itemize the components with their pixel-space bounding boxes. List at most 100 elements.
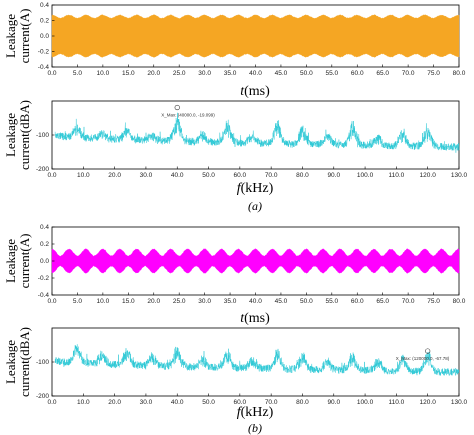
y-tick-label: -100 <box>36 359 49 366</box>
x-tick-label: 80.0 <box>453 298 466 305</box>
x-tick-label: 30.0 <box>198 298 211 305</box>
x-tick-label: 70.0 <box>402 70 415 77</box>
spectrum-line-a <box>54 112 460 153</box>
x-tick-label: 15.0 <box>122 298 135 305</box>
x-tick-label: 100.0 <box>357 172 374 179</box>
x-tick-label: 20.0 <box>147 298 160 305</box>
x-tick-label: 40.0 <box>249 70 262 77</box>
x-tick-label: 100.0 <box>357 399 374 406</box>
x-tick-label: 20.0 <box>147 70 160 77</box>
x-tick-label: 75.0 <box>427 298 440 305</box>
x-tick-label: 130.0 <box>451 172 468 179</box>
x-tick-label: 0.0 <box>47 172 56 179</box>
x-tick-label: 50.0 <box>202 399 215 406</box>
ylabel-line1: Leakage <box>3 340 18 384</box>
x-tick-label: 120.0 <box>420 172 437 179</box>
annotation-label: X_Max: (120000.0, -67.78) <box>396 356 450 361</box>
y-tick-label: 0.0 <box>40 258 49 265</box>
ylabel-line2: current(A) <box>17 234 32 289</box>
y-tick-label: -200 <box>36 166 49 173</box>
x-tick-label: 65.0 <box>376 298 389 305</box>
chart-a-spectrum: 0.0 10.0 20.0 30.0 40.0 50.0 60.0 70.0 80.0 90.0 1… <box>3 100 468 196</box>
x-tick-label: 70.0 <box>402 298 415 305</box>
x-tick-label: 35.0 <box>224 298 237 305</box>
ylabel-line2: current(dBA) <box>17 327 32 397</box>
ylabel-line1: Leakage <box>3 14 18 58</box>
x-tick-label: 40.0 <box>171 399 184 406</box>
x-tick-label: 80.0 <box>296 172 309 179</box>
y-tick-label: 0.2 <box>40 18 49 25</box>
x-tick-label: 90.0 <box>327 172 340 179</box>
x-tick-label: 20.0 <box>108 172 121 179</box>
time-waveform-b <box>51 248 460 274</box>
caption-b: (b) <box>248 421 262 435</box>
annotation-dot <box>174 104 180 111</box>
x-tick-label: 80.0 <box>453 70 466 77</box>
y-tick-label: -100 <box>36 132 49 139</box>
x-tick-label: 0.0 <box>47 399 56 406</box>
x-tick-label: 60.0 <box>234 399 247 406</box>
x-tick-label: 30.0 <box>140 399 153 406</box>
xlabel: t(ms) <box>240 84 270 99</box>
x-tick-label: 70.0 <box>265 172 278 179</box>
tick-labels: 0.0 10.0 20.0 30.0 40.0 50.0 60.0 70.0 80.0 90.0 1… <box>36 132 468 179</box>
x-tick-label: 75.0 <box>427 70 440 77</box>
y-tick-label: -0.4 <box>38 64 50 71</box>
x-tick-label: 110.0 <box>388 399 404 406</box>
y-tick-label: -0.4 <box>38 292 50 299</box>
x-tick-label: 110.0 <box>388 172 404 179</box>
y-tick-label: 0.0 <box>40 33 49 40</box>
x-tick-label: 55.0 <box>325 70 338 77</box>
ylabel-line1: Leakage <box>3 113 18 157</box>
x-tick-label: 25.0 <box>173 298 186 305</box>
x-tick-label: 65.0 <box>376 70 389 77</box>
x-tick-label: 5.0 <box>73 70 82 77</box>
annotation-marker: X_Max: (40000.0, -19.099) <box>161 104 215 117</box>
y-tick-label: 0.4 <box>40 224 49 231</box>
y-tick-label: 0.4 <box>40 2 49 9</box>
chart-a-time: 0.0 5.0 10.0 15.0 20.0 25.0 30.0 35.0 40.0 45.0 50… <box>3 2 466 99</box>
x-tick-label: 55.0 <box>325 298 338 305</box>
chart-b-time: 0.0 5.0 10.0 15.0 20.0 25.0 30.0 35.0 40.0 45.0 50… <box>3 224 466 326</box>
annotation-dot <box>425 348 431 354</box>
x-tick-label: 35.0 <box>224 70 237 77</box>
x-tick-label: 50.0 <box>300 298 313 305</box>
x-tick-label: 90.0 <box>327 399 340 406</box>
xlabel: f(kHz) <box>237 181 274 196</box>
x-tick-label: 60.0 <box>351 298 364 305</box>
ylabel-line1: Leakage <box>3 239 18 283</box>
tick-labels: 0.0 5.0 10.0 15.0 20.0 25.0 30.0 35.0 40.0 45.0 50… <box>38 2 466 77</box>
spectrum-line-b <box>54 344 460 377</box>
x-tick-label: 30.0 <box>140 172 153 179</box>
x-tick-label: 50.0 <box>300 70 313 77</box>
y-tick-label: -0.2 <box>38 49 50 56</box>
caption-a: (a) <box>248 199 262 213</box>
x-tick-label: 130.0 <box>451 399 468 406</box>
x-tick-label: 15.0 <box>122 70 135 77</box>
ylabel-line2: current(A) <box>17 9 32 64</box>
x-tick-label: 120.0 <box>420 399 437 406</box>
tick-labels: 0.0 5.0 10.0 15.0 20.0 25.0 30.0 35.0 40.0 45.0 50… <box>38 224 466 305</box>
x-tick-label: 10.0 <box>97 298 110 305</box>
x-tick-label: 40.0 <box>171 172 184 179</box>
x-tick-label: 10.0 <box>97 70 110 77</box>
annotation-marker: X_Max: (120000.0, -67.78) <box>396 348 450 361</box>
x-tick-label: 10.0 <box>77 399 90 406</box>
x-tick-label: 25.0 <box>173 70 186 77</box>
xlabel: t(ms) <box>240 311 270 326</box>
x-tick-label: 45.0 <box>275 70 288 77</box>
x-tick-label: 40.0 <box>249 298 262 305</box>
chart-b-spectrum: 0.0 10.0 20.0 30.0 40.0 50.0 60.0 70.0 80.0 90.0 1… <box>3 327 468 420</box>
xlabel: f(kHz) <box>237 405 274 420</box>
y-tick-label: -200 <box>36 393 49 400</box>
y-tick-label: -0.2 <box>38 275 50 282</box>
x-tick-label: 20.0 <box>108 399 121 406</box>
x-tick-label: 60.0 <box>351 70 364 77</box>
x-tick-label: 30.0 <box>198 70 211 77</box>
x-tick-label: 0.0 <box>47 298 56 305</box>
x-tick-label: 80.0 <box>296 399 309 406</box>
x-tick-label: 10.0 <box>77 172 90 179</box>
y-tick-label: 0.2 <box>40 241 49 248</box>
x-tick-label: 0.0 <box>47 70 56 77</box>
